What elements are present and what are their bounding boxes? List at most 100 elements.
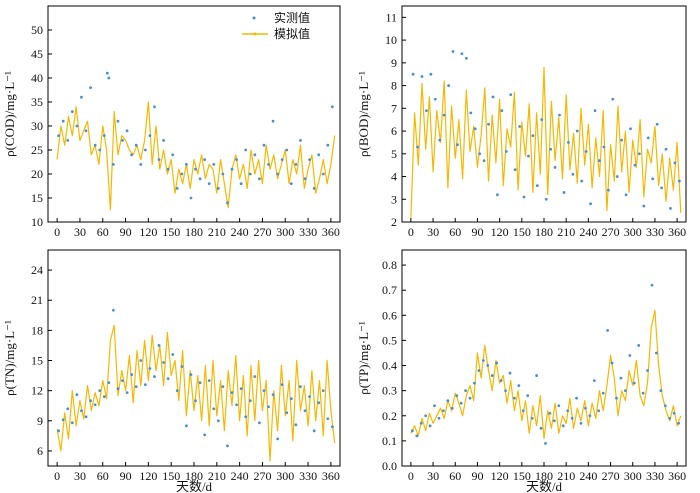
observed-point — [107, 76, 111, 80]
simulated-series-line — [56, 324, 336, 462]
observed-point — [668, 416, 672, 420]
observed-point — [276, 172, 280, 176]
observed-point — [262, 143, 266, 147]
observed-point — [420, 75, 424, 78]
observed-point — [589, 202, 592, 206]
observed-point — [111, 308, 115, 312]
observed-point — [321, 172, 325, 176]
x-tick-label: 240 — [579, 225, 597, 239]
observed-point — [496, 193, 499, 197]
observed-point — [57, 134, 61, 138]
observed-point — [294, 163, 298, 166]
observed-point — [540, 118, 544, 122]
observed-point — [433, 97, 437, 101]
observed-point — [673, 161, 677, 165]
plot-area — [410, 50, 682, 218]
observed-point — [642, 204, 646, 208]
observed-point — [299, 139, 302, 142]
observed-point — [102, 134, 106, 138]
y-tick-label: 18 — [31, 323, 43, 337]
x-tick-label: 120 — [139, 225, 157, 239]
observed-point — [602, 145, 606, 149]
y-axis-label: ρ(COD)/mg·L⁻¹ — [2, 71, 17, 157]
observed-point — [105, 71, 109, 75]
observed-point — [672, 411, 676, 415]
observed-point — [257, 421, 261, 425]
observed-point — [539, 426, 543, 430]
observed-point — [655, 351, 658, 355]
observed-point — [280, 158, 284, 162]
observed-point — [216, 187, 220, 190]
observed-point — [134, 385, 138, 389]
observed-point — [226, 201, 229, 205]
observed-point — [659, 389, 663, 393]
observed-point — [312, 429, 316, 433]
observed-point — [620, 138, 624, 142]
observed-point — [139, 359, 143, 362]
observed-point — [253, 375, 257, 378]
observed-point — [93, 403, 97, 407]
observed-point — [271, 119, 275, 123]
observed-point — [248, 172, 252, 176]
x-tick-label: 360 — [668, 469, 686, 483]
observed-point — [189, 373, 193, 376]
x-tick-label: 120 — [139, 469, 157, 483]
observed-point — [226, 444, 229, 448]
x-tick-label: 150 — [513, 225, 531, 239]
observed-point — [637, 344, 641, 347]
x-tick-label: 60 — [449, 469, 461, 483]
observed-point — [580, 179, 584, 183]
observed-point — [615, 175, 619, 178]
x-tick-label: 30 — [427, 225, 439, 239]
observed-point — [655, 122, 659, 126]
observed-point — [61, 418, 65, 422]
observed-point — [429, 72, 433, 76]
observed-point — [312, 187, 316, 190]
observed-point — [584, 150, 588, 153]
observed-point — [468, 396, 472, 400]
y-tick-label: 3 — [391, 192, 397, 206]
observed-point — [628, 354, 632, 357]
y-tick-label: 0.7 — [382, 283, 397, 297]
observed-point — [153, 375, 156, 378]
observed-point — [148, 134, 152, 138]
observed-point — [606, 328, 610, 332]
observed-point — [487, 122, 490, 126]
observed-point — [629, 127, 632, 131]
observed-point — [198, 381, 202, 385]
observed-point — [446, 399, 450, 403]
observed-point — [203, 158, 207, 162]
observed-point — [239, 387, 243, 391]
x-axis-label: 天数/d — [526, 479, 563, 493]
observed-point — [157, 344, 161, 347]
observed-point — [566, 409, 570, 413]
observed-point — [491, 95, 495, 99]
observed-point — [455, 394, 459, 398]
observed-point — [221, 385, 225, 389]
observed-point — [75, 393, 79, 397]
legend-simulated-marker — [253, 32, 257, 36]
observed-point — [495, 361, 499, 365]
observed-point — [267, 163, 270, 166]
y-tick-label: 0.0 — [382, 459, 397, 473]
observed-point — [70, 110, 74, 113]
x-tick-label: 90 — [471, 469, 483, 483]
observed-point — [308, 158, 311, 162]
observed-point — [184, 163, 188, 166]
observed-point — [571, 172, 575, 176]
x-tick-label: 360 — [322, 469, 340, 483]
observed-point — [134, 143, 138, 147]
observed-point — [303, 409, 307, 413]
x-tick-label: 330 — [299, 469, 317, 483]
observed-point — [464, 389, 468, 393]
observed-point — [184, 424, 188, 428]
observed-point — [116, 387, 120, 391]
y-tick-label: 50 — [31, 23, 43, 37]
y-tick-label: 30 — [31, 119, 43, 133]
x-tick-label: 300 — [276, 469, 294, 483]
y-tick-label: 0.8 — [382, 258, 397, 272]
simulated-series-line — [56, 101, 336, 211]
x-tick-label: 210 — [557, 225, 575, 239]
y-tick-label: 0.4 — [382, 359, 397, 373]
